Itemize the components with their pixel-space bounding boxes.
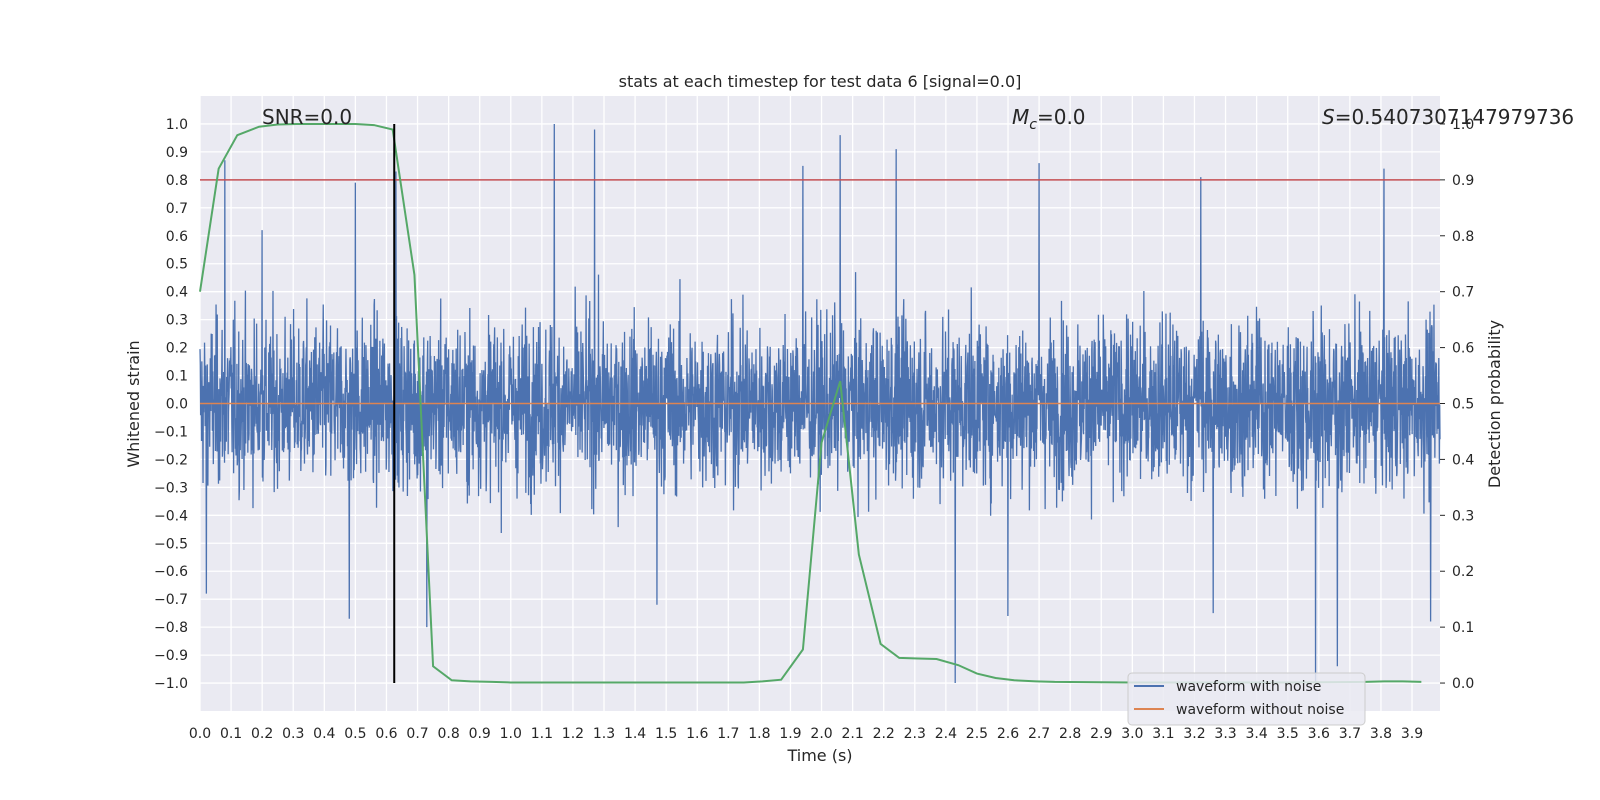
snr-annotation: SNR=0.0 (262, 105, 352, 129)
x-tick-label: 1.4 (624, 726, 646, 742)
x-tick-label: 3.1 (1152, 726, 1174, 742)
y-tick-label: 1.0 (166, 117, 188, 133)
x-tick-label: 0.0 (189, 726, 211, 742)
y-tick-label: −0.2 (154, 452, 188, 468)
x-tick-label: 2.9 (1090, 726, 1112, 742)
x-tick-label: 3.7 (1339, 726, 1361, 742)
s-annotation: S=0.5407307147979736 (1322, 105, 1574, 129)
x-tick-label: 0.2 (251, 726, 273, 742)
s-symbol: S (1322, 105, 1335, 129)
y-tick-label: 0.3 (166, 313, 188, 329)
y2-tick-label: 0.3 (1452, 508, 1474, 524)
y-tick-label: 0.0 (166, 397, 188, 413)
legend-label-noise: waveform with noise (1176, 679, 1321, 695)
x-tick-label: 3.0 (1121, 726, 1143, 742)
x-tick-label: 2.7 (1028, 726, 1050, 742)
y-tick-label: −0.1 (154, 424, 188, 440)
x-tick-label: 0.5 (344, 726, 366, 742)
y2-tick-labels: 1.0 0.9 0.8 0.7 0.6 0.5 0.4 0.3 0.2 0.1 0.0 (1440, 117, 1474, 692)
x-tick-label: 0.4 (313, 726, 335, 742)
y2-tick-label: 0.7 (1452, 285, 1474, 301)
x-tick-label: 1.2 (562, 726, 584, 742)
x-tick-label: 1.1 (531, 726, 553, 742)
x-tick-label: 1.9 (779, 726, 801, 742)
y-tick-labels: 1.0 0.9 0.8 0.7 0.6 0.5 0.4 0.3 0.2 0.1 0.0 −0.1 −0.… (154, 117, 188, 692)
x-tick-label: 0.1 (220, 726, 242, 742)
legend-box (1127, 672, 1366, 726)
y-tick-label: −0.8 (154, 620, 188, 636)
y-tick-label: −0.6 (154, 564, 188, 580)
x-tick-label: 0.3 (282, 726, 304, 742)
noise-waveform-line (199, 123, 1441, 684)
x-tick-label: 1.8 (748, 726, 770, 742)
y-tick-label: 0.4 (166, 285, 188, 301)
y2-tick-label: 0.2 (1452, 564, 1474, 580)
y-tick-label: 0.1 (166, 369, 188, 385)
x-tick-label: 2.4 (935, 726, 957, 742)
y2-tick-label: 0.5 (1452, 397, 1474, 413)
x-tick-label: 3.2 (1183, 726, 1205, 742)
y-tick-label: −0.9 (154, 648, 188, 664)
x-tick-label: 2.3 (904, 726, 926, 742)
x-tick-label: 3.3 (1214, 726, 1236, 742)
x-tick-label: 3.9 (1401, 726, 1423, 742)
x-tick-label: 1.6 (686, 726, 708, 742)
y2-tick-label: 0.6 (1452, 341, 1474, 357)
x-tick-label: 0.8 (437, 726, 459, 742)
mc-annotation: Mc=0.0 (1012, 105, 1086, 133)
mc-value: =0.0 (1037, 105, 1086, 129)
x-tick-label: 1.5 (655, 726, 677, 742)
s-value: =0.5407307147979736 (1335, 105, 1574, 129)
y-tick-label: 0.9 (166, 145, 188, 161)
y-tick-label: 0.2 (166, 341, 188, 357)
y-axis-label: Whitened strain (124, 340, 143, 467)
y2-tick-label: 0.8 (1452, 229, 1474, 245)
y-tick-label: 0.7 (166, 201, 188, 217)
y-tick-label: −0.3 (154, 480, 188, 496)
y2-tick-label: 0.1 (1452, 620, 1474, 636)
y2-tick-label: 0.4 (1452, 452, 1474, 468)
legend-label-clean: waveform without noise (1176, 702, 1344, 718)
chart-title: stats at each timestep for test data 6 [… (619, 72, 1022, 91)
y2-tick-label: 1.0 (1452, 117, 1474, 133)
x-tick-label: 2.6 (997, 726, 1019, 742)
x-tick-label: 0.6 (375, 726, 397, 742)
y2-axis-label: Detection probability (1485, 320, 1504, 488)
x-tick-label: 2.8 (1059, 726, 1081, 742)
x-axis-label: Time (s) (786, 746, 852, 765)
x-tick-label: 2.2 (873, 726, 895, 742)
x-tick-label: 3.6 (1308, 726, 1330, 742)
x-tick-label: 3.8 (1370, 726, 1392, 742)
x-tick-labels: 0.0 0.1 0.2 0.3 0.4 0.5 0.6 0.7 0.8 0.9 1.0 1.1 1.2 1… (189, 726, 1423, 742)
detection-probability-line (199, 122, 1422, 684)
x-tick-label: 1.3 (593, 726, 615, 742)
y2-tick-label: 0.9 (1452, 173, 1474, 189)
y-tick-label: 0.8 (166, 173, 188, 189)
legend: waveform with noise waveform without noi… (1127, 672, 1366, 726)
x-tick-label: 1.0 (500, 726, 522, 742)
x-tick-label: 3.5 (1277, 726, 1299, 742)
y-tick-label: −0.4 (154, 508, 188, 524)
y-tick-label: −0.7 (154, 592, 188, 608)
x-tick-label: 2.0 (810, 726, 832, 742)
y-tick-label: −0.5 (154, 536, 188, 552)
x-tick-label: 1.7 (717, 726, 739, 742)
y-tick-label: 0.6 (166, 229, 188, 245)
y2-tick-label: 0.0 (1452, 676, 1474, 692)
x-tick-label: 2.5 (966, 726, 988, 742)
mc-subscript: c (1029, 117, 1037, 133)
mc-symbol: M (1012, 105, 1029, 129)
noise-series (199, 123, 1441, 684)
x-tick-label: 3.4 (1246, 726, 1268, 742)
y-tick-label: 0.5 (166, 257, 188, 273)
x-tick-label: 0.7 (406, 726, 428, 742)
y-tick-label: −1.0 (154, 676, 188, 692)
x-tick-label: 2.1 (841, 726, 863, 742)
x-tick-label: 0.9 (469, 726, 491, 742)
